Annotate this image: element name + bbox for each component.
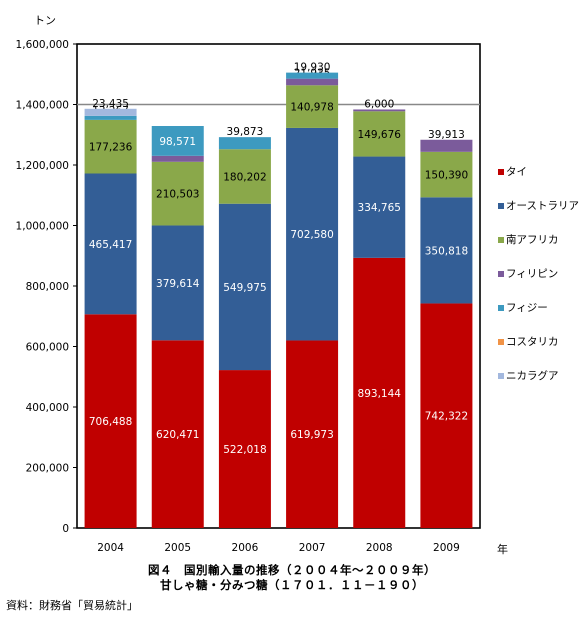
bar-segment [353,109,406,112]
bar-segment [420,139,473,152]
data-label: 39,873 [227,126,264,138]
legend-label: タイ [506,166,527,178]
figure-caption-subtitle: 甘しゃ糖・分みつ糖（１７０１．１１－１９０） [160,578,424,592]
data-label: 465,417 [89,239,132,251]
legend-label: ニカラグア [506,369,559,382]
bar-segment [286,85,339,128]
bar-segment [353,111,406,157]
data-label: 39,913 [428,129,465,141]
legend-swatch [498,305,504,311]
bar-segment [353,257,406,528]
bar-segment [151,161,204,226]
bar-segment [84,314,137,528]
bar-segment [84,173,137,315]
bar-segment [286,340,339,528]
bar-segment [84,108,137,116]
x-tick-label: 2008 [366,542,393,554]
bar-segment [84,115,137,120]
plot-frame [76,43,481,529]
y-tick-label: 400,000 [26,402,69,414]
data-label: 379,614 [156,278,200,290]
source-note: 資料：財務省「貿易統計」 [6,599,138,612]
bar-segment [218,137,271,150]
legend-swatch [498,373,504,379]
data-label: 742,322 [425,411,468,423]
data-label: 350,818 [425,245,468,257]
data-label: 150,390 [425,170,468,182]
legend-swatch [498,237,504,243]
data-label: 210,503 [156,189,199,201]
bar-segment [218,149,271,204]
data-label: 334,765 [358,202,401,214]
y-tick-label: 200,000 [26,463,69,475]
data-label: 893,144 [358,388,402,400]
data-label: 706,488 [89,416,132,428]
legend-label: コスタリカ [506,336,559,348]
y-tick-label: 600,000 [26,342,69,354]
bar-segment [84,119,137,174]
bar-segment [286,78,339,86]
data-label: 140,978 [290,102,333,114]
x-axis-unit-label: 年 [497,542,508,556]
data-label: 619,973 [290,429,333,441]
data-label: 549,975 [223,282,266,294]
data-label: 98,571 [159,136,196,148]
bar-segment [286,72,339,79]
x-tick-label: 2009 [433,542,460,554]
bar-segment [420,197,473,304]
y-tick-label: 1,000,000 [16,221,69,233]
bar-segment [420,151,473,198]
legend-label: フィジー [506,302,548,314]
x-tick-label: 2007 [299,542,326,554]
legend-swatch [498,271,504,277]
data-label: 702,580 [290,229,333,241]
bar-segment [353,156,406,258]
x-tick-label: 2005 [164,542,191,554]
bar-segment [218,203,271,371]
data-label: 177,236 [89,142,133,154]
data-label: 23,435 [92,98,129,110]
legend-swatch [498,339,504,345]
data-label: 522,018 [223,444,266,456]
y-tick-label: 0 [62,523,69,535]
bar-segment [218,370,271,528]
legend-label: 南アフリカ [506,233,559,246]
bar-segment [151,225,204,341]
data-label: 19,930 [294,62,331,74]
y-axis-unit-label: トン [34,14,56,27]
x-tick-label: 2004 [97,542,124,554]
data-label: 620,471 [156,429,199,441]
y-tick-label: 1,600,000 [16,39,69,51]
data-label: 180,202 [223,171,266,183]
figure-caption-title: 図４ 国別輸入量の推移（２００４年～２００９年） [148,563,436,577]
y-tick-label: 1,400,000 [16,100,69,112]
bar-segment [151,126,204,156]
y-tick-label: 800,000 [26,281,69,293]
legend-swatch [498,203,504,209]
bar-segment [286,127,339,341]
y-tick-label: 1,200,000 [16,160,69,172]
bar-segment [151,155,204,162]
legend-swatch [498,169,504,175]
legend-label: フィリピン [506,268,558,280]
plot-area: 0 200,000 400,000 600,000 800,000 1,000,000 1,… [16,14,508,556]
legend-label: オーストラリア [506,200,579,212]
bar-segment [420,303,473,528]
data-label: 149,676 [358,129,402,141]
x-tick-label: 2006 [232,542,259,554]
bar-segment [151,340,204,528]
data-label: 6,000 [364,98,394,110]
